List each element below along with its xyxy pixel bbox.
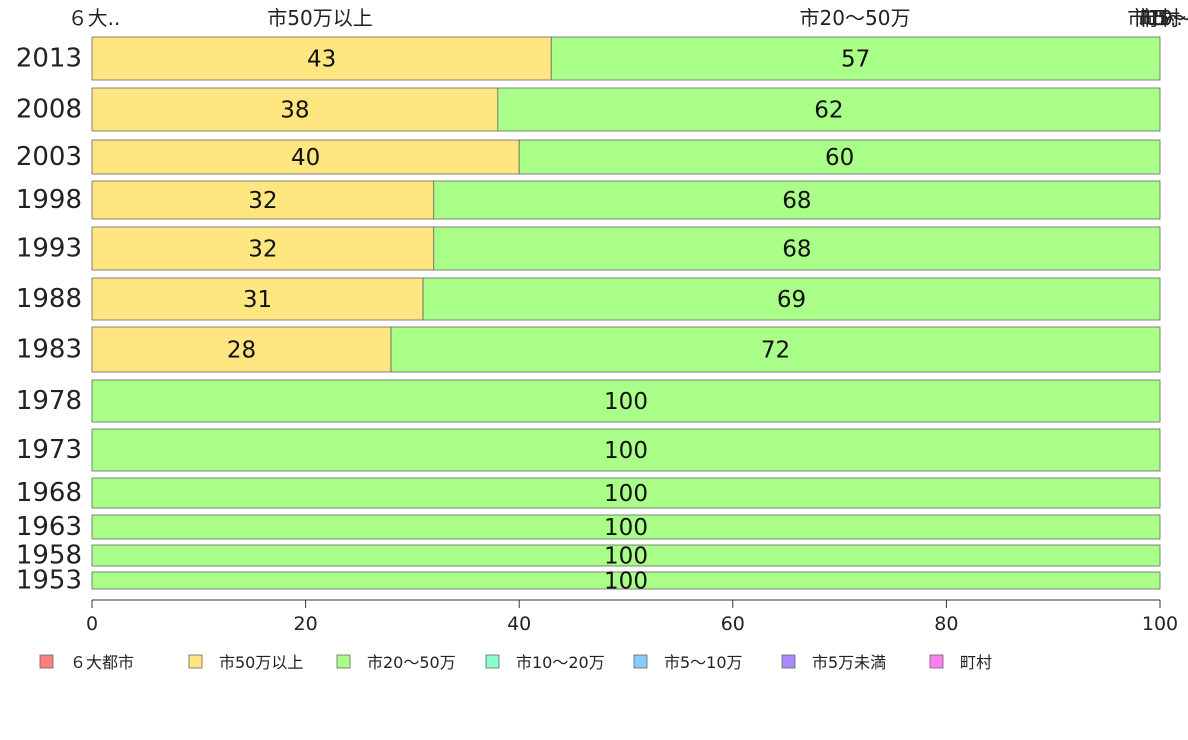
legend-label: ６大都市 [70, 653, 134, 672]
bar-segment [91, 514, 1161, 540]
top-segment-label: 市50万以上 [267, 6, 372, 30]
bar-segment [433, 180, 1161, 220]
data-label: 62 [814, 98, 843, 124]
data-label: 32 [248, 237, 277, 263]
bar-segment [433, 226, 1161, 271]
data-label: 100 [604, 515, 648, 541]
top-segment-label: 町村 [1140, 6, 1180, 30]
x-tick-label: 60 [721, 613, 745, 635]
legend-swatch [39, 654, 54, 669]
legend-swatch [633, 654, 648, 669]
top-segment-label: ６大.. [68, 6, 121, 30]
y-tick-label: 1998 [16, 185, 82, 215]
bar-segment [422, 277, 1161, 321]
data-label: 28 [227, 338, 256, 364]
legend-swatch [781, 654, 796, 669]
data-label: 57 [841, 47, 870, 73]
data-label: 68 [782, 188, 811, 214]
data-label: 40 [291, 145, 320, 171]
data-label: 100 [604, 569, 648, 595]
bar-segment [390, 326, 1161, 373]
data-label: 38 [280, 98, 309, 124]
legend-swatch [485, 654, 500, 669]
y-tick-label: 1988 [16, 284, 82, 314]
bar-segment [91, 326, 392, 373]
y-tick-label: 2013 [16, 44, 82, 74]
bar-segment [91, 379, 1161, 423]
y-tick-label: 1958 [16, 541, 82, 571]
data-label: 100 [604, 438, 648, 464]
legend-label: 市5万未満 [812, 653, 886, 672]
x-tick-label: 80 [934, 613, 958, 635]
top-segment-label: 市10〜 [1127, 6, 1188, 30]
bar-segment [91, 226, 435, 271]
x-tick-label: 100 [1142, 613, 1178, 635]
y-tick-label: 1963 [16, 512, 82, 542]
bar-segment [91, 180, 435, 220]
legend-label: 町村 [960, 653, 992, 672]
data-label: 32 [248, 188, 277, 214]
y-tick-label: 1953 [16, 566, 82, 596]
data-label: 100 [604, 544, 648, 570]
top-segment-label: 市20〜50万 [800, 6, 911, 30]
data-label: 72 [761, 338, 790, 364]
y-tick-label: 1993 [16, 234, 82, 264]
data-label: 100 [604, 389, 648, 415]
legend-label: 市50万以上 [219, 653, 303, 672]
data-label: 60 [825, 145, 854, 171]
bar-segment [497, 87, 1161, 132]
y-tick-label: 2003 [16, 142, 82, 172]
y-tick-label: 1978 [16, 386, 82, 416]
y-tick-label: 1968 [16, 478, 82, 508]
bar-segment [91, 277, 424, 321]
top-segment-label: 市5.. [1137, 6, 1182, 30]
legend-swatch [336, 654, 351, 669]
bar-segment [91, 571, 1161, 590]
legend-swatch [188, 654, 203, 669]
bar-segment [91, 428, 1161, 472]
bar-segment [518, 139, 1161, 175]
legend-label: 市5〜10万 [664, 653, 743, 672]
x-tick-label: 20 [294, 613, 318, 635]
bar-segment [91, 139, 520, 175]
bar-segment [91, 87, 499, 132]
data-label: 100 [604, 481, 648, 507]
bar-segment [550, 36, 1161, 81]
y-tick-label: 1983 [16, 335, 82, 365]
data-label: 43 [307, 47, 336, 73]
y-tick-label: 2008 [16, 95, 82, 125]
data-label: 69 [777, 287, 806, 313]
y-tick-label: 1973 [16, 435, 82, 465]
legend-swatch [929, 654, 944, 669]
x-tick-label: 0 [86, 613, 98, 635]
legend-label: 市10〜20万 [516, 653, 605, 672]
bar-segment [91, 477, 1161, 509]
data-label: 31 [243, 287, 272, 313]
top-segment-label: 市5〜 [1134, 6, 1187, 30]
legend-label: 市20〜50万 [367, 653, 456, 672]
bar-segment [91, 544, 1161, 567]
x-tick-label: 40 [507, 613, 531, 635]
data-label: 68 [782, 237, 811, 263]
